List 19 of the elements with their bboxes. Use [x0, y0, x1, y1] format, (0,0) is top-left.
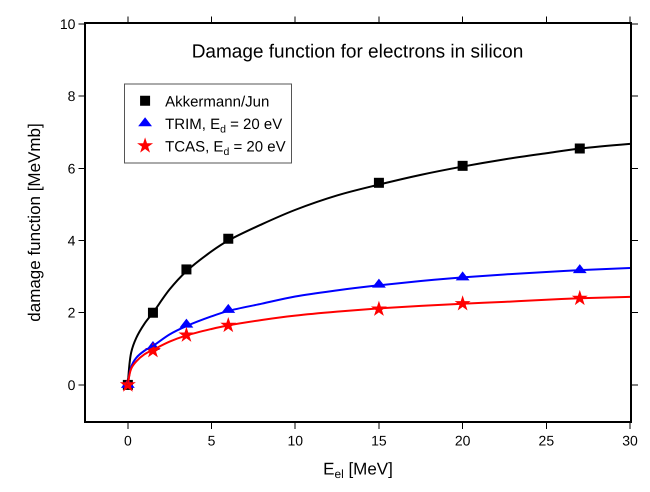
x-axis-title: E$_{el}$ [MeV] [323, 459, 393, 482]
y-tick-label: 6 [68, 160, 76, 176]
legend-label: TCAS, E$_{d}$ = 20 eV [165, 138, 286, 158]
y-tick-label: 10 [60, 16, 76, 32]
x-tick-label: 25 [538, 432, 554, 449]
legend-label: TRIM, E$_{d}$ = 20 eV [165, 116, 282, 136]
y-tick-label: 2 [68, 304, 76, 321]
x-tick-label: 5 [208, 432, 216, 449]
x-tick-label: 30 [622, 432, 638, 449]
x-tick-label: 20 [454, 432, 471, 449]
x-tick-label: 10 [287, 432, 304, 449]
y-axis-title: damage function [MeVmb] [24, 123, 44, 322]
y-tick-label: 4 [68, 232, 76, 248]
y-tick-label: 8 [68, 88, 76, 104]
text: Damage function for electrons in silicon [192, 42, 524, 63]
x-tick-label: 15 [371, 432, 387, 449]
x-tick-label: 0 [124, 432, 132, 449]
legend-label: Akkermann/Jun [165, 94, 270, 111]
y-tick-label: 0 [68, 376, 76, 393]
